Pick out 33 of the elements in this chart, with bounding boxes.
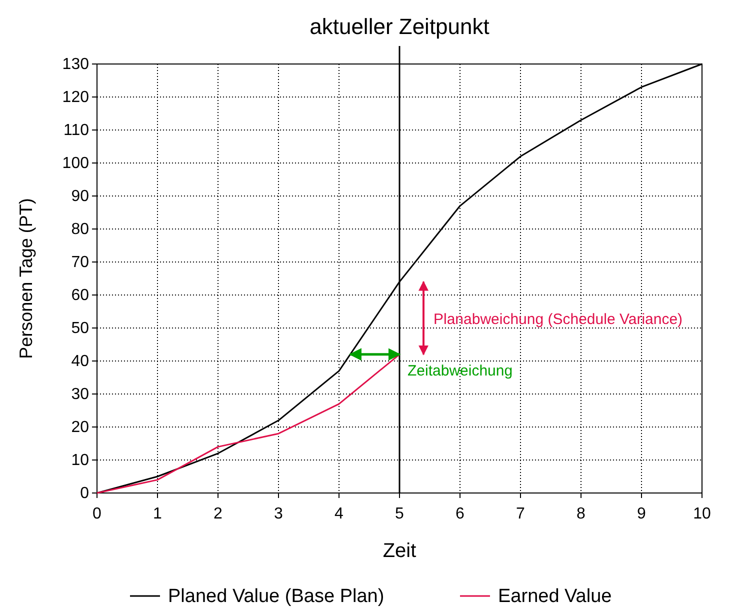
y-tick-label: 130 [62, 56, 90, 74]
x-tick-label: 6 [456, 506, 465, 523]
y-tick-label: 80 [71, 221, 90, 238]
x-tick-label: 3 [274, 506, 284, 523]
annotation: Planabweichung (Schedule Variance) [434, 311, 683, 328]
line-series [96, 354, 400, 494]
y-tick-label: 90 [71, 188, 90, 206]
y-tick-label: 70 [71, 254, 90, 272]
y-tick-label: 10 [71, 452, 90, 470]
legend-label: Planed Value (Base Plan) [168, 586, 384, 607]
y-tick-label: 100 [62, 155, 90, 172]
x-tick-label: 8 [576, 506, 586, 523]
y-tick-label: 60 [71, 287, 90, 304]
x-tick-label: 5 [395, 506, 404, 523]
y-axis-title: Personen Tage (PT) [16, 198, 36, 359]
y-tick-label: 120 [62, 89, 90, 106]
y-tick-label: 50 [71, 320, 90, 338]
y-tick-label: 20 [71, 419, 90, 436]
x-axis-title: Zeit [382, 540, 417, 562]
y-tick-label: 30 [71, 386, 90, 404]
x-tick-label: 10 [693, 506, 711, 523]
y-tick-label: 0 [80, 485, 90, 502]
y-tick-label: 40 [71, 353, 90, 370]
x-tick-label: 1 [153, 506, 162, 523]
legend-label: Earned Value [498, 586, 612, 607]
ref-line-label: aktueller Zeitpunkt [310, 14, 490, 39]
annotation: Zeitabweichung [408, 362, 513, 380]
x-tick-label: 7 [516, 506, 526, 523]
y-tick-label: 110 [63, 122, 90, 140]
x-tick-label: 0 [92, 506, 102, 523]
x-tick-label: 9 [637, 506, 646, 523]
x-tick-label: 2 [214, 506, 223, 523]
x-tick-label: 4 [334, 506, 344, 523]
